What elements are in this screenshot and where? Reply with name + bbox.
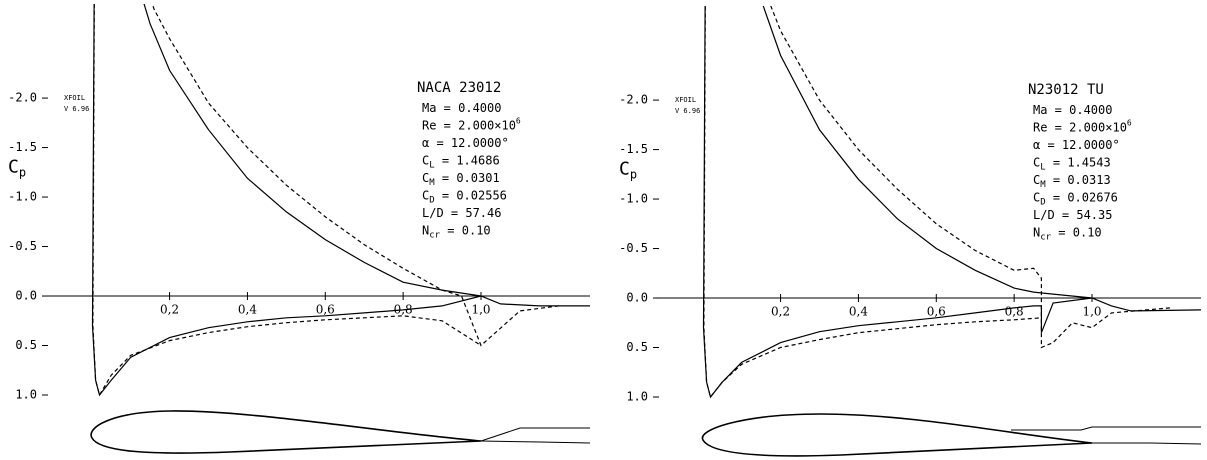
annotation-text: L/D = 54.35 [1033, 208, 1112, 222]
program: XFOIL [675, 96, 696, 104]
annotation-sup: 6 [516, 116, 521, 125]
annotation-rest: = 1.4686 [435, 153, 500, 167]
annotation-text: Re = 2.000×10 [422, 118, 516, 132]
annotation: α = 12.0000° [422, 136, 509, 150]
x-tick-label: 0,4 [849, 305, 868, 319]
annotation-sub: M [429, 178, 435, 188]
annotation: CM = 0.0301 [422, 171, 500, 188]
annotation-text: N [1033, 225, 1040, 239]
cp-curve [91, 4, 590, 397]
annotation-rest: = 0.02556 [435, 188, 507, 202]
annotation: L/D = 54.35 [1033, 208, 1112, 222]
annotation-text: C [422, 188, 429, 202]
annotation-rest: = 0.10 [1051, 225, 1102, 239]
y-tick-label: 0.5 [15, 338, 37, 352]
annotation-sub: L [429, 160, 434, 170]
y-tick-label: -2.0 [619, 93, 648, 107]
x-tick-label: 0,4 [238, 303, 257, 317]
y-axis-label: Cp [619, 158, 637, 181]
airfoil [90, 410, 482, 454]
annotation-text: α = 12.0000° [1033, 138, 1120, 152]
x-tick-label: 0,6 [927, 305, 946, 319]
annotation-sup: 6 [1127, 118, 1132, 127]
y-tick-label: 1.0 [15, 388, 37, 402]
annotation: Ma = 0.4000 [422, 101, 501, 115]
panel: 0,2 0,4 0,6 0,8 1,0-2.0-1.5-1.0-0.50.00.51.0… [619, 6, 1202, 457]
annotation-text: C [422, 171, 429, 185]
x-tick-label: 1,0 [471, 303, 490, 317]
annotation-rest: = 0.02676 [1046, 190, 1118, 204]
annotation-sub: cr [429, 230, 440, 240]
wake [1011, 426, 1202, 445]
annotation: Ma = 0.4000 [1033, 103, 1112, 117]
version: V 6.96 [675, 107, 700, 115]
cp-curve [703, 6, 1170, 399]
annotation-rest: = 0.0301 [435, 171, 500, 185]
y-label-sub: p [630, 167, 637, 181]
y-tick-label: 1.0 [626, 390, 648, 404]
y-tick-label: 0.0 [626, 291, 648, 305]
annotation-text: C [1033, 173, 1040, 187]
annotation: Re = 2.000×106 [422, 116, 521, 132]
y-tick-label: -1.0 [8, 190, 37, 204]
annotation-text: Re = 2.000×10 [1033, 120, 1127, 134]
annotation-sub: M [1040, 180, 1046, 190]
annotation: α = 12.0000° [1033, 138, 1120, 152]
annotation-sub: D [429, 195, 434, 205]
cp-curve [702, 6, 1201, 399]
annotation: CD = 0.02556 [422, 188, 507, 205]
annotation-text: C [422, 153, 429, 167]
annotation-text: C [1033, 155, 1040, 169]
x-tick-label: 1,0 [1082, 305, 1101, 319]
y-tick-label: -0.5 [619, 241, 648, 255]
annotation: Ncr = 0.10 [1033, 225, 1102, 242]
y-tick-label: 0.0 [15, 289, 37, 303]
annotation-text: α = 12.0000° [422, 136, 509, 150]
panel: 0,2 0,4 0,6 0,8 1,0-2.0-1.5-1.0-0.50.00.51.0… [8, 4, 591, 454]
version: V 6.96 [64, 105, 89, 113]
annotation: CM = 0.0313 [1033, 173, 1111, 190]
x-tick-label: 0,2 [160, 303, 179, 317]
annotation-text: Ma = 0.4000 [422, 101, 501, 115]
annotation-text: Ma = 0.4000 [1033, 103, 1112, 117]
y-tick-label: -1.5 [619, 142, 648, 156]
y-label-main: C [619, 158, 630, 179]
annotation-text: C [1033, 190, 1040, 204]
plot-title: N23012 TU [1028, 82, 1104, 98]
annotation-text: L/D = 57.46 [422, 206, 501, 220]
y-tick-label: -1.0 [619, 192, 648, 206]
annotation-rest: = 1.4543 [1046, 155, 1111, 169]
wake [480, 427, 591, 444]
annotation-rest: = 0.10 [440, 223, 491, 237]
y-axis-label: Cp [8, 156, 26, 179]
annotation: L/D = 57.46 [422, 206, 501, 220]
annotation-sub: D [1040, 197, 1045, 207]
annotation-rest: = 0.0313 [1046, 173, 1111, 187]
annotation-sub: L [1040, 162, 1045, 172]
annotation: Ncr = 0.10 [422, 223, 491, 240]
program: XFOIL [64, 94, 85, 102]
x-tick-label: 0,2 [771, 305, 790, 319]
airfoil [701, 413, 1093, 457]
annotation: Re = 2.000×106 [1033, 118, 1132, 134]
annotation: CD = 0.02676 [1033, 190, 1118, 207]
y-tick-label: -2.0 [8, 91, 37, 105]
plot-title: NACA 23012 [417, 80, 501, 96]
y-label-main: C [8, 156, 19, 177]
annotation-sub: cr [1040, 232, 1051, 242]
y-tick-label: -1.5 [8, 140, 37, 154]
annotation: CL = 1.4543 [1033, 155, 1111, 172]
annotation: CL = 1.4686 [422, 153, 500, 170]
y-tick-label: -0.5 [8, 239, 37, 253]
y-tick-label: 0.5 [626, 340, 648, 354]
y-label-sub: p [19, 165, 26, 179]
annotation-text: N [422, 223, 429, 237]
x-tick-label: 0,6 [316, 303, 335, 317]
